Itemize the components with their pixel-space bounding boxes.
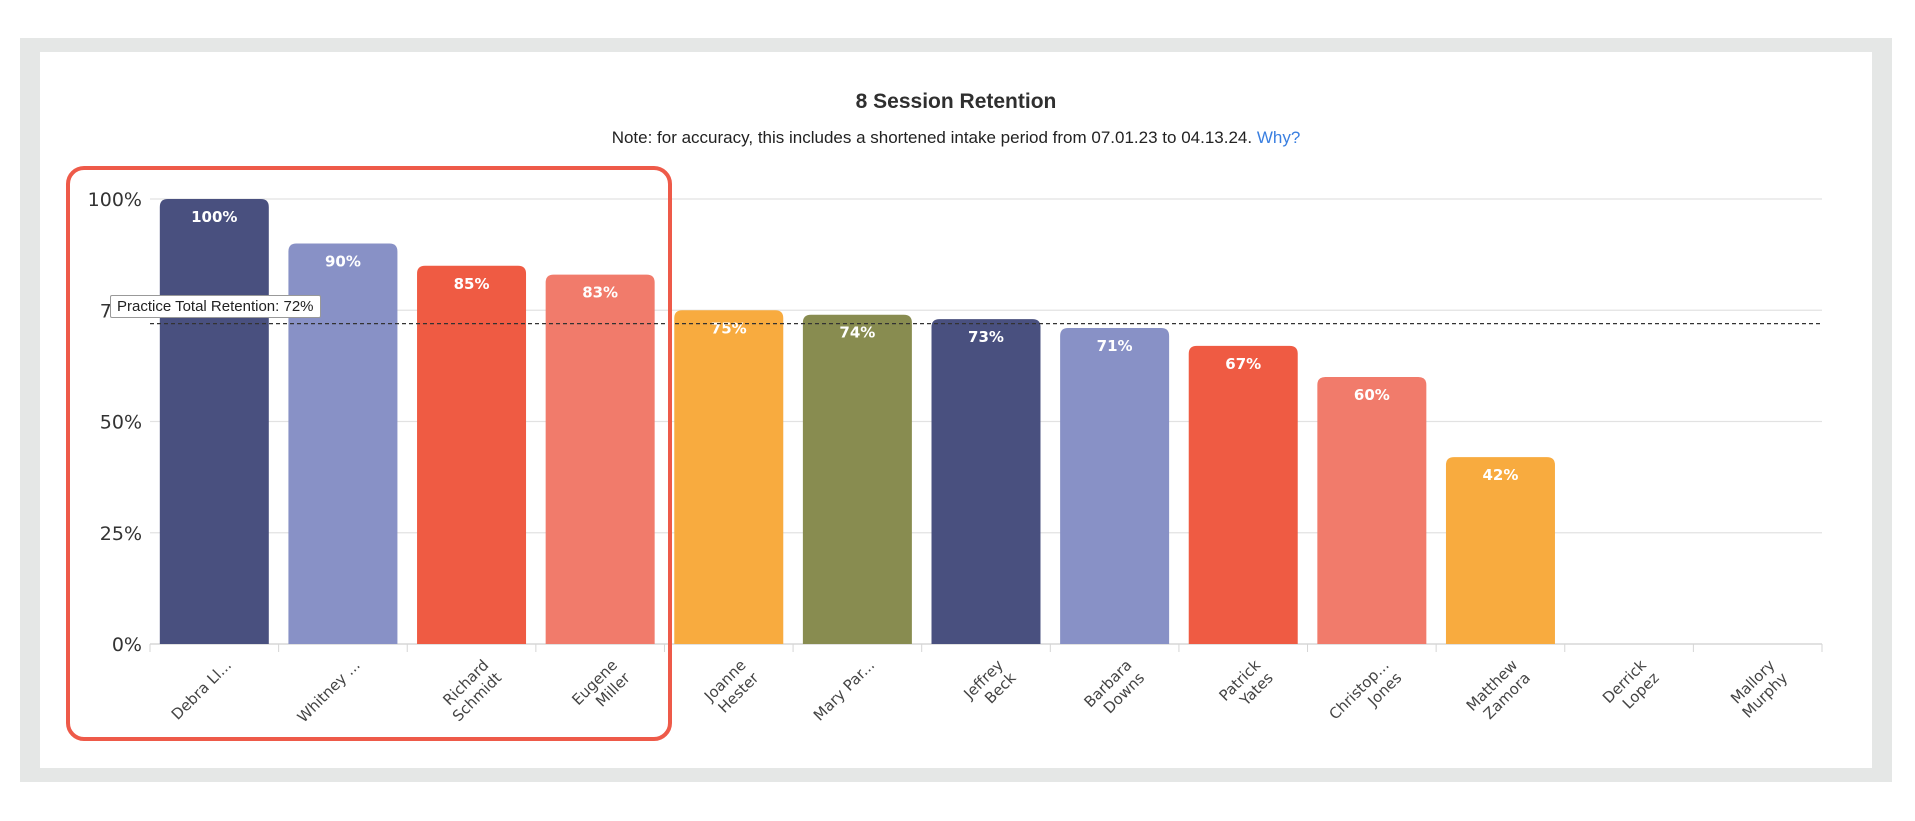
bar-value-label: 73% <box>968 328 1004 346</box>
bar-value-label: 100% <box>191 208 237 226</box>
bar-value-label: 67% <box>1225 355 1261 373</box>
bar <box>288 243 398 644</box>
bar-value-label: 75% <box>711 319 747 337</box>
bar <box>1445 457 1555 644</box>
bar <box>545 274 655 644</box>
bar <box>931 319 1041 644</box>
note-text: Note: for accuracy, this includes a shor… <box>611 128 1253 147</box>
y-tick-label: 0% <box>112 634 142 656</box>
bar <box>674 310 784 644</box>
bar-value-label: 42% <box>1483 466 1519 484</box>
bar <box>1060 328 1170 644</box>
bar-value-label: 60% <box>1354 386 1390 404</box>
top-performers-highlight <box>66 166 672 741</box>
bar <box>1188 345 1298 644</box>
chart-title: 8 Session Retention <box>855 90 1057 113</box>
bar-value-label: 74% <box>839 324 875 342</box>
why-link[interactable]: Why? <box>1256 128 1301 147</box>
reference-line-label: Practice Total Retention: 72% <box>110 295 321 318</box>
bar-value-label: 85% <box>454 275 490 293</box>
bar-value-label: 83% <box>582 284 618 302</box>
x-category-label: Christop...Jones <box>1325 656 1405 723</box>
bar-value-label: 71% <box>1097 337 1133 355</box>
x-category-label: Mary Par... <box>810 656 878 724</box>
bar <box>1317 377 1427 644</box>
bar-value-label: 90% <box>325 253 361 271</box>
y-tick-label: 100% <box>88 189 142 211</box>
y-tick-label: 25% <box>100 523 142 545</box>
x-category-label-line: Mary Par... <box>810 656 878 724</box>
bar <box>802 314 912 644</box>
chart-note: Note: for accuracy, this includes a shor… <box>40 128 1872 148</box>
bar <box>417 265 527 644</box>
y-tick-label: 50% <box>100 412 142 434</box>
